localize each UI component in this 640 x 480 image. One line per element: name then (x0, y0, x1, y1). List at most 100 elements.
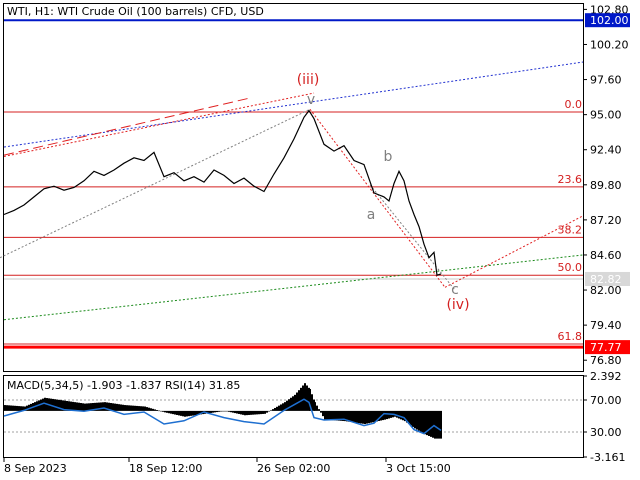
y-tick-label: 95.00 (590, 109, 622, 122)
macd-bar (260, 410, 262, 415)
macd-bar (320, 410, 322, 413)
fib-level-label: 23.6 (558, 173, 583, 186)
macd-bar (88, 403, 90, 411)
macd-bar (162, 410, 164, 412)
indicator-tick-label: 30.00 (590, 426, 622, 439)
indicator-tick-label: 70.00 (590, 394, 622, 407)
indicator-series: 2.392 70.00 30.00 -3.161 (3, 370, 625, 464)
macd-bar (340, 410, 342, 421)
macd-bar (138, 406, 140, 411)
macd-bar (274, 407, 276, 411)
macd-bar (56, 399, 58, 411)
macd-bar (292, 396, 294, 411)
macd-bar (92, 403, 94, 411)
macd-bar (178, 410, 180, 416)
macd-bar (214, 410, 216, 413)
macd-bar (164, 410, 166, 413)
macd-bar (402, 410, 404, 421)
macd-bar (376, 410, 378, 422)
macd-bar (300, 387, 302, 411)
macd-bar (270, 410, 272, 411)
price-tag-box (585, 13, 630, 28)
macd-bar (116, 403, 118, 411)
macd-bar (352, 410, 354, 423)
macd-bar (434, 410, 436, 439)
macd-bar (136, 405, 138, 411)
macd-bar (236, 410, 238, 414)
macd-bar (66, 400, 68, 411)
fib-level-label: 61.8 (558, 330, 583, 343)
macd-bar (130, 405, 132, 411)
macd-bar (424, 410, 426, 435)
macd-bar (414, 410, 416, 429)
indicator-plot-frame (3, 375, 584, 458)
macd-bar (372, 410, 374, 423)
macd-bar (430, 410, 432, 437)
fib-level-label: 50.0 (558, 261, 583, 274)
macd-bar (324, 410, 326, 420)
macd-bar (368, 410, 370, 424)
price-tag-label: 82.82 (590, 273, 622, 286)
macd-bar (186, 410, 188, 417)
y-tick-label: 84.60 (590, 249, 622, 262)
macd-bar (220, 410, 222, 412)
macd-bar (60, 400, 62, 411)
macd-bar (26, 405, 28, 411)
macd-bar (14, 405, 16, 411)
wave-label-gray: b (384, 149, 393, 165)
green-dotted-trendline (3, 254, 584, 321)
macd-bar (110, 403, 112, 411)
macd-bar (64, 400, 66, 411)
macd-bar (180, 410, 182, 416)
macd-bar (148, 407, 150, 411)
macd-bar (8, 405, 10, 411)
macd-bar (108, 402, 110, 411)
macd-bar (242, 410, 244, 415)
macd-bar (328, 410, 330, 420)
macd-bar (126, 405, 128, 411)
horizontal-levels: 0.0 23.6 38.2 50.0 61.8 (4, 19, 583, 349)
macd-bar (400, 410, 402, 420)
macd-bar (416, 410, 418, 430)
price-series (3, 109, 442, 276)
macd-bar (436, 410, 438, 439)
macd-bar (230, 410, 232, 413)
macd-bar (318, 409, 320, 411)
macd-bar (246, 410, 248, 416)
macd-bar (256, 410, 258, 415)
macd-bar (156, 410, 158, 411)
red-dotted-trendline (3, 92, 315, 157)
macd-bar (428, 410, 430, 436)
macd-bar (80, 403, 82, 411)
macd-bar (254, 410, 256, 415)
red-dashed-channel-line (3, 97, 249, 156)
macd-bar (216, 410, 218, 413)
y-tick-label: 76.80 (590, 354, 622, 367)
y-tick-label: 89.80 (590, 179, 622, 192)
macd-bar (288, 399, 290, 411)
macd-bar (140, 406, 142, 411)
macd-bar (18, 406, 20, 411)
macd-bar (364, 410, 366, 425)
macd-bar (98, 402, 100, 411)
macd-bar (266, 410, 268, 413)
macd-bar (304, 383, 306, 411)
x-tick-label: 26 Sep 02:00 (257, 462, 330, 475)
macd-bar (258, 410, 260, 415)
macd-bar (158, 410, 160, 412)
macd-bar (232, 410, 234, 413)
macd-bar (22, 406, 24, 411)
macd-bar (132, 405, 134, 411)
macd-bar (264, 410, 266, 414)
main-plot-frame (3, 3, 584, 372)
price-line (3, 109, 442, 276)
chart-header: WTI, H1: WTI Crude Oil (100 barrels) CFD… (7, 5, 264, 18)
macd-bar (84, 403, 86, 411)
macd-bar (362, 410, 364, 424)
macd-bar (294, 394, 296, 411)
wave-label-gray: c (451, 282, 459, 298)
macd-bar (160, 410, 162, 412)
macd-bar (16, 405, 18, 411)
macd-bar (144, 406, 146, 411)
